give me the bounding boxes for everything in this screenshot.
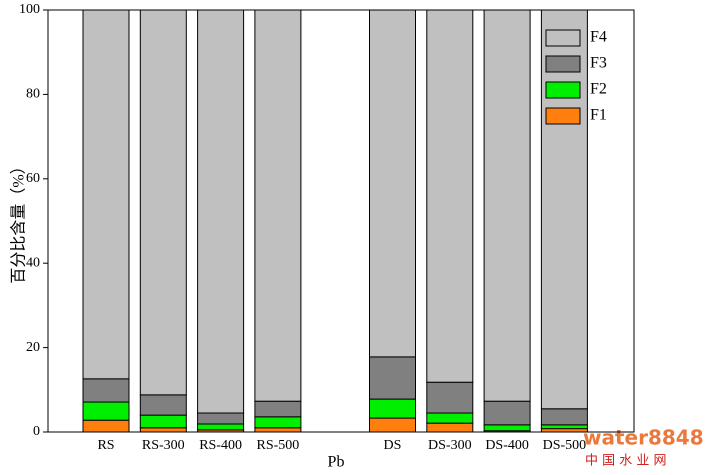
bar-segment bbox=[540, 424, 588, 430]
legend-swatch bbox=[545, 81, 581, 99]
bar-segment bbox=[139, 414, 187, 429]
bar-segment bbox=[254, 400, 302, 418]
legend-label: F4 bbox=[590, 29, 607, 46]
x-tick-label: RS-400 bbox=[199, 438, 242, 453]
bar-segment bbox=[540, 428, 588, 433]
x-tick-label: RS-500 bbox=[257, 438, 300, 453]
x-tick-label: RS-300 bbox=[142, 438, 185, 453]
bar-segment bbox=[369, 9, 416, 358]
bar-segment bbox=[254, 427, 302, 433]
legend-label: F1 bbox=[590, 107, 607, 124]
bar-segment bbox=[426, 422, 474, 433]
bar-segment bbox=[139, 9, 187, 396]
x-tick-label: RS bbox=[97, 438, 114, 453]
bar-segment bbox=[82, 401, 130, 421]
bar-segment bbox=[426, 9, 474, 383]
bar-segment bbox=[197, 423, 245, 431]
x-tick-label: DS-500 bbox=[543, 438, 587, 453]
x-tick-label: DS-300 bbox=[428, 438, 472, 453]
bar-segment bbox=[254, 9, 302, 402]
bar-segment bbox=[426, 381, 474, 414]
x-axis-label: Pb bbox=[328, 454, 345, 471]
bar-segment bbox=[82, 378, 130, 403]
bar-segment bbox=[197, 412, 245, 425]
bar-segment bbox=[82, 419, 130, 433]
bar-segment bbox=[197, 9, 245, 414]
bar-segment bbox=[369, 356, 416, 400]
y-tick-label: 0 bbox=[33, 424, 40, 439]
bar-segment bbox=[483, 424, 531, 432]
legend-swatch bbox=[545, 107, 581, 125]
bar-segment bbox=[426, 412, 474, 424]
bar-segment bbox=[254, 416, 302, 429]
bar-segment bbox=[369, 398, 416, 419]
y-tick-label: 100 bbox=[19, 2, 40, 17]
y-axis-label: 百分比含量（%） bbox=[10, 158, 28, 283]
bar-segment bbox=[82, 9, 130, 380]
bar-segment bbox=[369, 417, 416, 433]
watermark: 中 国 水 业 网 bbox=[585, 454, 667, 469]
y-tick-label: 20 bbox=[26, 340, 40, 355]
legend-label: F3 bbox=[590, 55, 607, 72]
bar-segment bbox=[139, 394, 187, 416]
bar-segment bbox=[139, 427, 187, 433]
watermark: water8848 bbox=[583, 426, 704, 450]
y-tick-label: 60 bbox=[26, 171, 40, 186]
x-tick-label: DS-400 bbox=[485, 438, 529, 453]
bar-segment bbox=[540, 9, 588, 410]
bar-segment bbox=[483, 9, 531, 402]
legend-label: F2 bbox=[590, 81, 607, 98]
plot-frame bbox=[47, 9, 635, 433]
y-tick-label: 80 bbox=[26, 87, 40, 102]
x-tick-label: DS bbox=[384, 438, 402, 453]
bar-segment bbox=[483, 400, 531, 426]
legend-swatch bbox=[545, 29, 581, 47]
bar-segment bbox=[540, 408, 588, 426]
legend-swatch bbox=[545, 55, 581, 73]
y-tick-label: 40 bbox=[26, 255, 40, 270]
